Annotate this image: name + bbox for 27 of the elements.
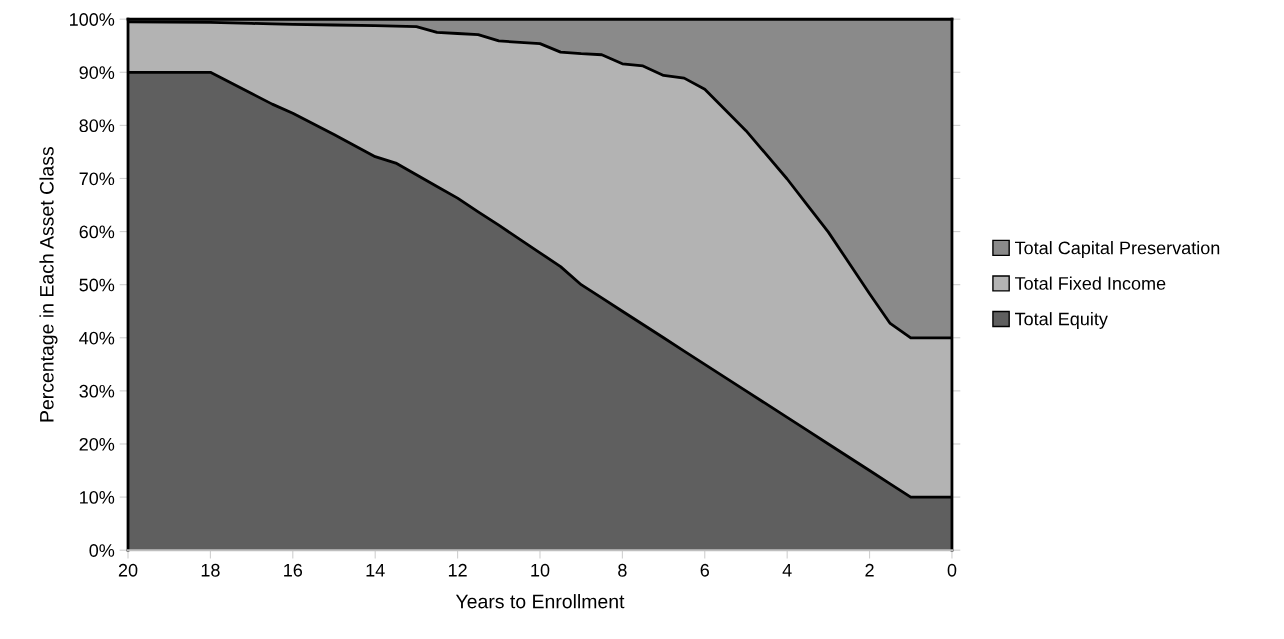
y-tick-label: 80%: [79, 119, 115, 133]
y-tick-label: 10%: [80, 491, 115, 504]
x-tick-label: 12: [448, 563, 467, 577]
y-tick-label: 60%: [79, 225, 115, 239]
x-tick-label: 14: [366, 564, 385, 577]
y-tick-label: 100%: [70, 13, 115, 26]
x-tick-label: 20: [118, 563, 138, 577]
y-tick-label: 30%: [79, 384, 115, 398]
legend-label: Total Capital Preservation: [1015, 241, 1220, 258]
x-tick-label: 2: [865, 563, 874, 577]
x-tick-label: 10: [531, 563, 550, 577]
legend-label: Total Fixed Income: [1015, 276, 1166, 290]
y-tick-label: 0%: [89, 544, 115, 557]
x-tick-label: 18: [201, 563, 220, 577]
y-tick-label: 90%: [79, 66, 115, 79]
x-tick-label: 6: [700, 563, 709, 577]
x-axis-title: Years to Enrollment: [455, 594, 625, 609]
y-tick-label: 40%: [79, 331, 115, 345]
legend-label: Total Equity: [1015, 312, 1108, 329]
y-tick-label: 70%: [79, 172, 115, 186]
x-tick-label: 16: [284, 563, 303, 577]
y-tick-label: 20%: [79, 437, 115, 451]
y-axis-title: Percentage in Each Asset Class: [39, 147, 58, 422]
x-tick-label: 0: [947, 563, 957, 577]
y-tick-label: 50%: [79, 278, 115, 292]
x-tick-label: 8: [618, 563, 627, 577]
x-tick-label: 4: [782, 564, 792, 577]
